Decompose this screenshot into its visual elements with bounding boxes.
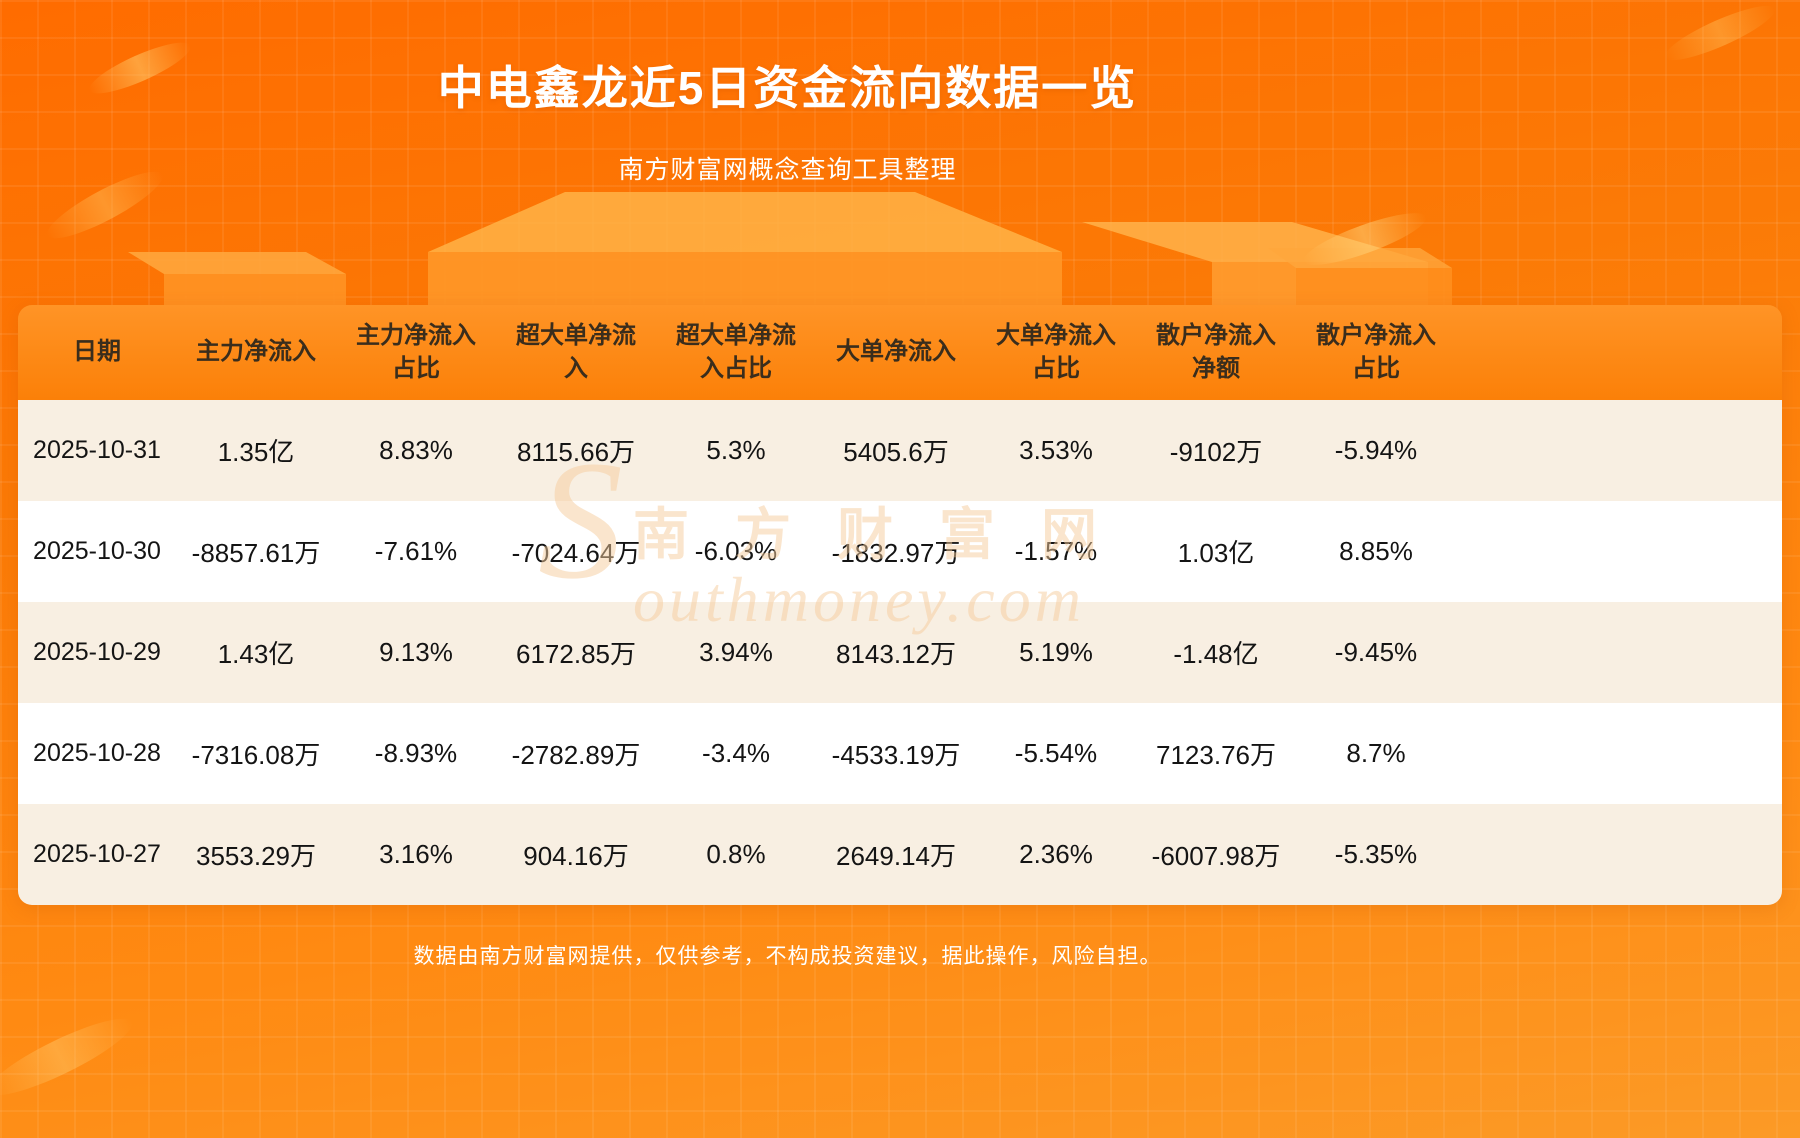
table-body: 2025-10-31 1.35亿 8.83% 8115.66万 5.3% 5405.6万 3…	[18, 400, 1782, 905]
value-cell: -7.61%	[374, 536, 458, 566]
value-cell: 3.53%	[1019, 435, 1093, 465]
footer-disclaimer: 数据由南方财富网提供，仅供参考，不构成投资建议，据此操作，风险自担。	[413, 945, 1162, 968]
value-cell: 3.16%	[379, 839, 453, 869]
value-cell: -8.93%	[374, 738, 458, 768]
column-header: 超大单净流入	[516, 322, 636, 382]
value-cell: -5.94%	[1334, 435, 1418, 465]
column-header: 散户净流入净额	[1156, 322, 1276, 382]
column-header: 超大单净流入占比	[676, 322, 796, 382]
value-cell: -8857.61万	[191, 538, 321, 568]
value-cell: 904.16万	[523, 841, 629, 871]
value-cell: -9102万	[1169, 437, 1263, 467]
value-cell: 5405.6万	[843, 437, 949, 467]
table-row: 2025-10-27 3553.29万 3.16% 904.16万 0.8% 2649.1…	[18, 804, 1782, 905]
table-row: 2025-10-29 1.43亿 9.13% 6172.85万 3.94% 8143.12…	[18, 602, 1782, 703]
value-cell: -2782.89万	[511, 740, 641, 770]
value-cell: -7024.64万	[511, 538, 641, 568]
value-cell: -1.48亿	[1173, 639, 1259, 669]
value-cell: 8.85%	[1339, 536, 1413, 566]
date-cell: 2025-10-29	[33, 638, 161, 666]
date-cell: 2025-10-31	[33, 436, 161, 464]
date-cell: 2025-10-30	[33, 537, 161, 565]
value-cell: -7316.08万	[191, 740, 321, 770]
value-cell: -5.54%	[1014, 738, 1098, 768]
value-cell: 8143.12万	[836, 639, 956, 669]
value-cell: 2649.14万	[836, 841, 956, 871]
page-title: 中电鑫龙近5日资金流向数据一览	[437, 62, 1138, 114]
table-header-row: 日期 主力净流入 主力净流入占比 超大单净流入 超大单净流入占比 大单净流入 大单净流入占比…	[18, 305, 1782, 400]
value-cell: 3.94%	[699, 637, 773, 667]
column-header: 主力净流入占比	[356, 322, 476, 382]
value-cell: 1.35亿	[217, 437, 295, 467]
date-cell: 2025-10-27	[33, 840, 161, 868]
value-cell: 3553.29万	[196, 841, 316, 871]
value-cell: 1.03亿	[1177, 538, 1255, 568]
page-subtitle: 南方财富网概念查询工具整理	[618, 156, 957, 184]
column-header: 日期	[73, 338, 121, 366]
value-cell: 7123.76万	[1156, 740, 1276, 770]
date-cell: 2025-10-28	[33, 739, 161, 767]
value-cell: -9.45%	[1334, 637, 1418, 667]
table-row: 2025-10-28 -7316.08万 -8.93% -2782.89万 -3.4% -…	[18, 703, 1782, 804]
table-row: 2025-10-31 1.35亿 8.83% 8115.66万 5.3% 5405.6万 3…	[18, 400, 1782, 501]
value-cell: 2.36%	[1019, 839, 1093, 869]
value-cell: -3.4%	[702, 738, 770, 768]
value-cell: 8.7%	[1346, 738, 1406, 768]
table-row: 2025-10-30 -8857.61万 -7.61% -7024.64万 -6.03%…	[18, 501, 1782, 602]
value-cell: 6172.85万	[516, 639, 636, 669]
value-cell: 0.8%	[706, 839, 766, 869]
value-cell: 8115.66万	[516, 437, 636, 467]
value-cell: -1832.97万	[831, 538, 961, 568]
value-cell: 8.83%	[379, 435, 453, 465]
value-cell: -1.57%	[1014, 536, 1098, 566]
value-cell: -5.35%	[1334, 839, 1418, 869]
value-cell: -4533.19万	[831, 740, 961, 770]
value-cell: -6.03%	[694, 536, 778, 566]
fund-flow-table: 日期 主力净流入 主力净流入占比 超大单净流入 超大单净流入占比 大单净流入 大单净流入占比…	[18, 305, 1782, 905]
value-cell: 9.13%	[379, 637, 453, 667]
value-cell: 5.19%	[1019, 637, 1093, 667]
value-cell: 1.43亿	[217, 639, 295, 669]
column-header: 散户净流入占比	[1316, 322, 1436, 382]
value-cell: -6007.98万	[1151, 841, 1281, 871]
column-header: 大单净流入	[836, 338, 956, 366]
column-header: 主力净流入	[196, 338, 316, 366]
column-header: 大单净流入占比	[996, 322, 1116, 382]
value-cell: 5.3%	[706, 435, 766, 465]
